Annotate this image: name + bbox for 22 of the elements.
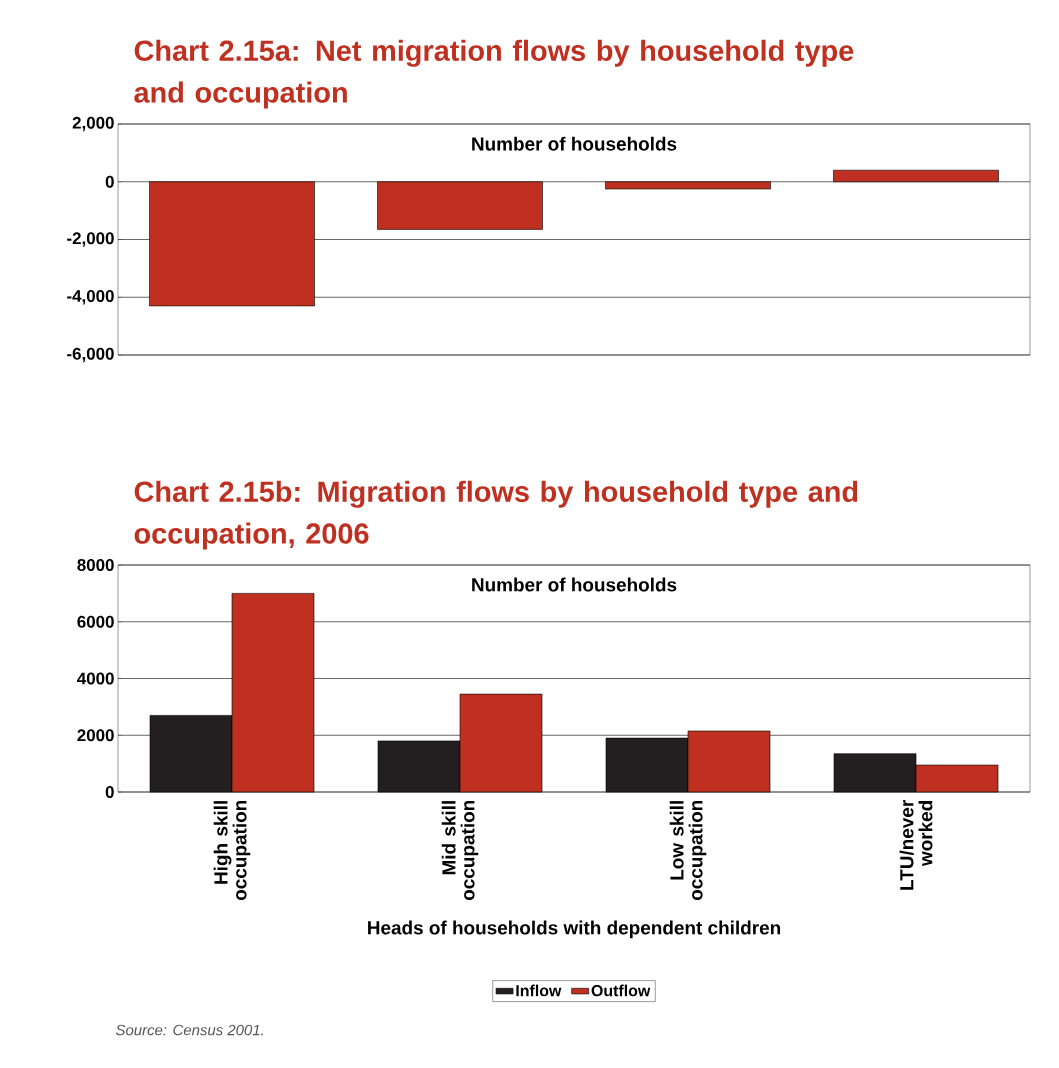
- y-tick-label: 2000: [77, 729, 114, 742]
- y-axis-title: Number of households: [472, 577, 677, 592]
- y-tick-label: 0: [105, 175, 114, 188]
- x-tick-label: Low skill occupation: [669, 800, 707, 901]
- x-tick-label: LTU/never worked: [899, 800, 933, 890]
- y-tick-label: 8000: [77, 559, 114, 572]
- chart-title: Chart 2.15a: Net migration flows by household type and occupation: [134, 39, 854, 109]
- y-tick-label: 0: [105, 786, 114, 799]
- x-tick-label: Mid skill occupation: [441, 800, 479, 901]
- y-tick-label: -4,000: [67, 290, 114, 305]
- x-axis-title: Heads of households with dependent children: [368, 920, 781, 939]
- legend-label: Inflow: [516, 984, 562, 997]
- chart-title: Chart 2.15b: Migration flows by household type and occupation, 2006: [134, 480, 858, 550]
- legend-label: Outflow: [591, 984, 651, 997]
- y-tick-label: -6,000: [67, 347, 114, 363]
- x-tick-label: High skill occupation: [213, 800, 251, 901]
- y-tick-label: -2,000: [67, 232, 114, 247]
- source-note: Source: Census 2001.: [115, 1024, 263, 1036]
- y-axis-title: Number of households: [472, 136, 677, 151]
- y-tick-label: 6000: [77, 615, 114, 628]
- y-tick-label: 4000: [77, 672, 114, 685]
- y-tick-label: 2,000: [72, 116, 114, 132]
